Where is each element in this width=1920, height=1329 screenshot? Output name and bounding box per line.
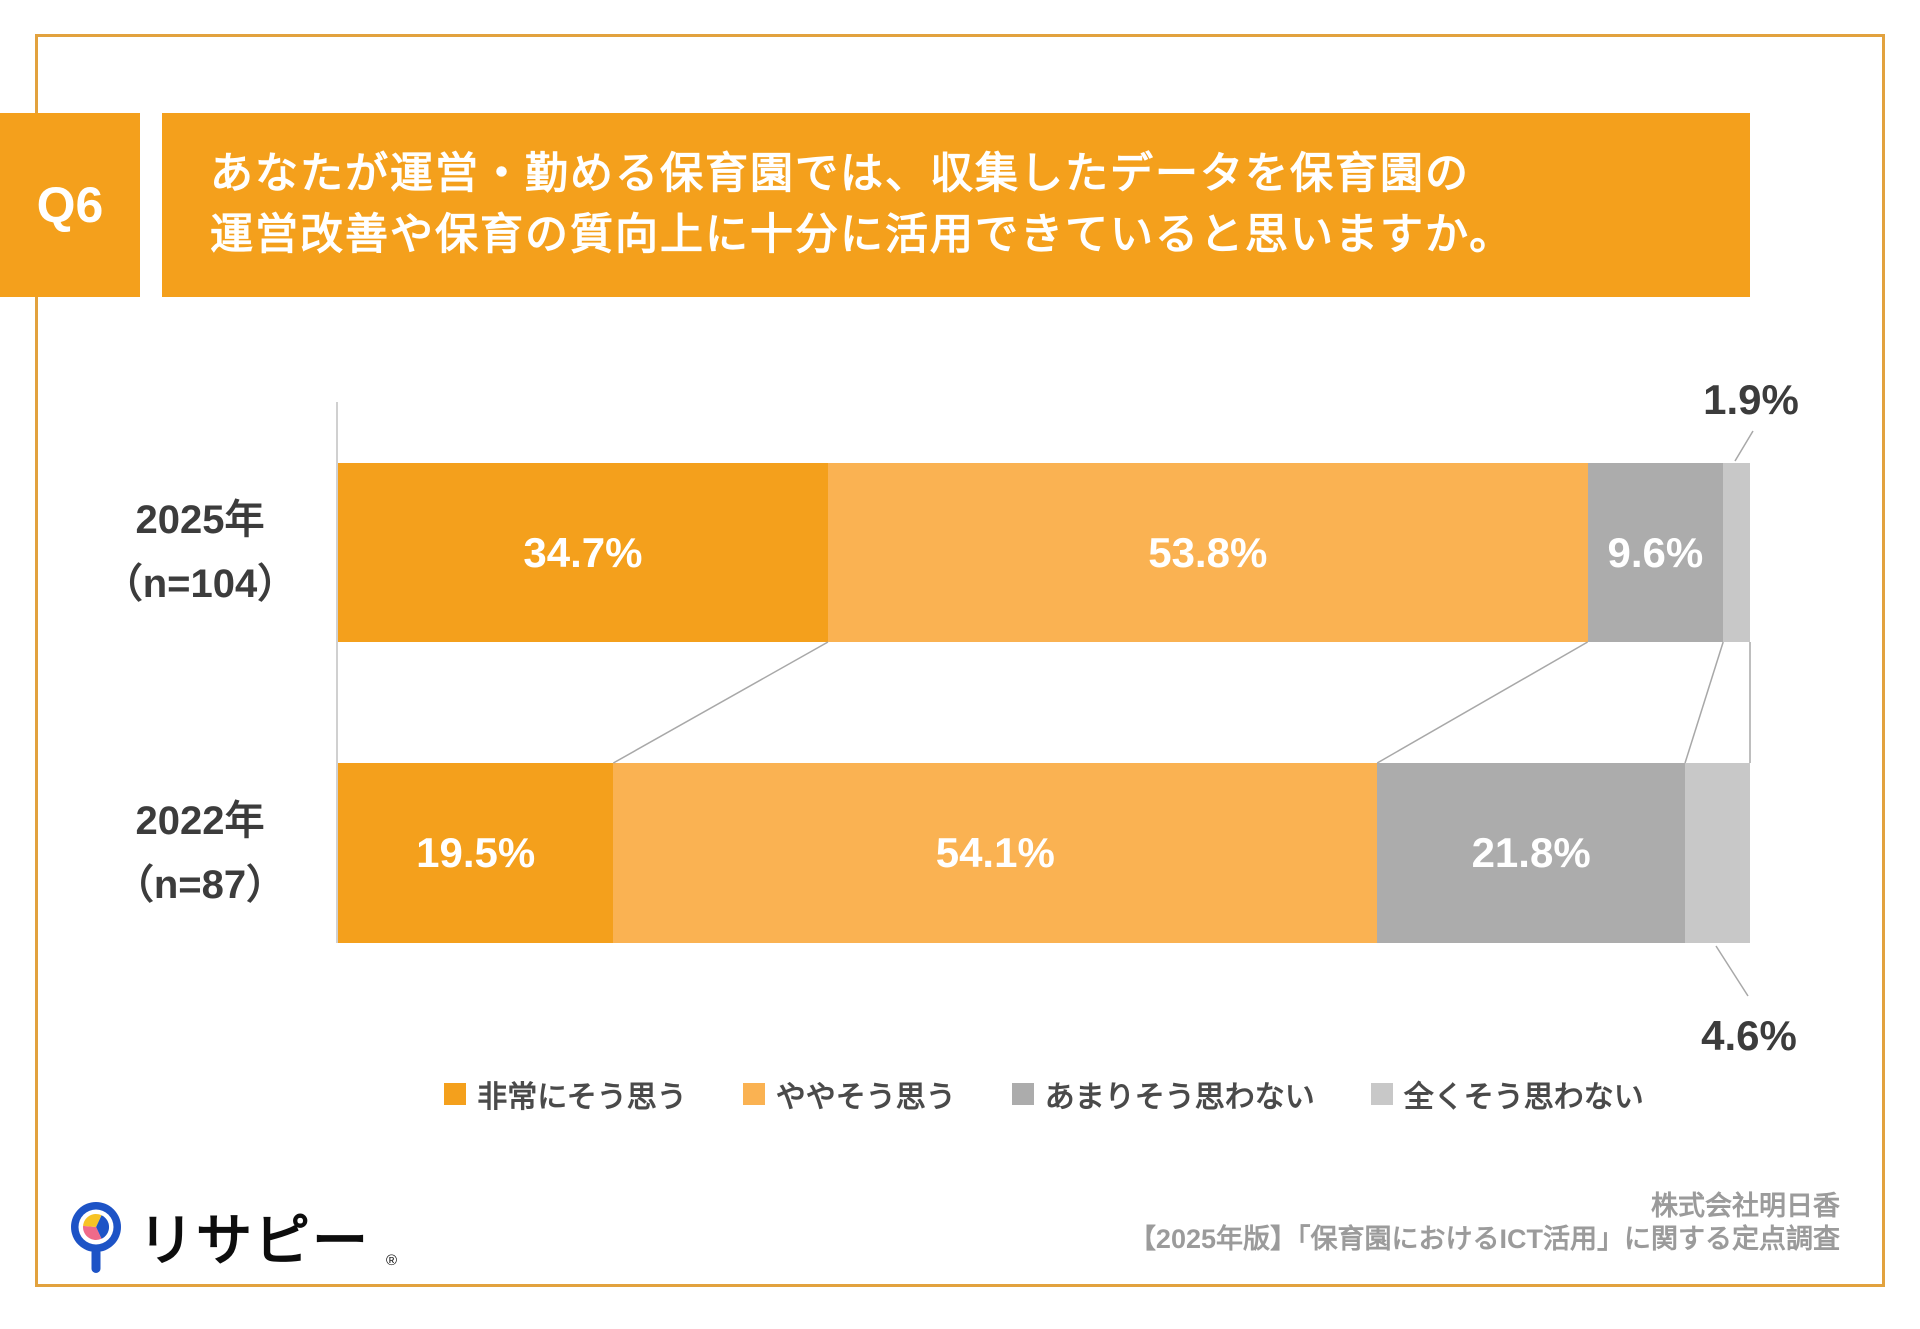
connector-line [1684, 641, 1724, 764]
bar-segment-label: 21.8% [1471, 829, 1591, 876]
connector-line [1376, 641, 1588, 764]
row-label-2025-year: 2025年 [135, 498, 265, 542]
stacked-bar-2025: 34.7% 53.8% 9.6% [338, 463, 1750, 642]
bar-segment-2025年-あまりそう思わない: 9.6% [1587, 463, 1724, 642]
logo-magnifier-pie-icon [71, 1201, 121, 1273]
bar-segment-2025年-非常にそう思う: 34.7% [338, 463, 828, 642]
legend-label: 非常にそう思う [477, 1081, 687, 1114]
row-label-2025: 2025年 （n=104） [100, 488, 300, 616]
legend-swatch [742, 1083, 765, 1105]
bar-segment-label: 53.8% [1148, 528, 1268, 576]
legend-label: 全くそう思わない [1403, 1081, 1644, 1114]
bar-segment-2022年-全くそう思わない [1685, 763, 1750, 943]
source-survey-title: 【2025年版】「保育園におけるICT活用」に関する定点調査 [1128, 1224, 1840, 1254]
source-attribution: 株式会社明日香 【2025年版】「保育園におけるICT活用」に関する定点調査 [1129, 1190, 1840, 1256]
row-label-2022: 2022年 （n=87） [100, 789, 300, 917]
legend-swatch [1370, 1083, 1393, 1105]
row-label-2022-n: （n=87） [113, 863, 287, 907]
question-number-badge: Q6 [0, 113, 140, 297]
legend-swatch [1011, 1083, 1034, 1105]
bar-segment-2022年-非常にそう思う: 19.5% [338, 763, 614, 943]
question-number: Q6 [36, 177, 104, 233]
logo-registered-mark: ® [386, 1252, 398, 1269]
connector-line [1715, 945, 1749, 997]
question-title-line-2: 運営改善や保育の質向上に十分に活用できていると思いますか。 [210, 211, 1515, 259]
connector-line [1734, 430, 1754, 462]
bar-segment-label: 9.6% [1607, 528, 1704, 576]
footer-logo: リサピー ® [70, 1196, 397, 1277]
bar-segment-2025年-全くそう思わない [1723, 463, 1750, 642]
logo-text: リサピー [138, 1209, 370, 1272]
bar-segment-label: 19.5% [416, 829, 536, 876]
source-company: 株式会社明日香 [1651, 1191, 1840, 1221]
legend-item-ややそう思う: ややそう思う [742, 1072, 956, 1116]
legend-label: ややそう思う [775, 1081, 956, 1114]
bar-segment-2025年-ややそう思う: 53.8% [827, 463, 1588, 642]
legend-item-全くそう思わない: 全くそう思わない [1370, 1072, 1644, 1116]
legend-item-あまりそう思わない: あまりそう思わない [1011, 1072, 1315, 1116]
legend-item-非常にそう思う: 非常にそう思う [444, 1072, 687, 1116]
connector-line [612, 641, 829, 764]
bar-segment-label: 34.7% [523, 528, 643, 576]
outside-label-1-9-pct: 1.9% [1703, 376, 1799, 423]
bar-segment-2022年-あまりそう思わない: 21.8% [1377, 763, 1686, 943]
question-title-line-1: あなたが運営・勤める保育園では、収集したデータを保育園の [210, 150, 1470, 198]
y-axis-line [336, 402, 338, 943]
legend-label: あまりそう思わない [1044, 1081, 1315, 1114]
row-label-2022-year: 2022年 [135, 799, 265, 843]
chart-legend: 非常にそう思う ややそう思う あまりそう思わない 全くそう思わない [168, 1072, 1920, 1116]
bar-segment-2022年-ややそう思う: 54.1% [613, 763, 1378, 943]
legend-swatch [444, 1083, 467, 1105]
question-title-banner: あなたが運営・勤める保育園では、収集したデータを保育園の 運営改善や保育の質向上… [162, 113, 1750, 297]
stacked-bar-2022: 19.5% 54.1% 21.8% [338, 763, 1750, 943]
row-label-2025-n: （n=104） [102, 562, 298, 606]
bar-segment-label: 54.1% [935, 829, 1055, 876]
outside-label-4-6-pct: 4.6% [1701, 1012, 1797, 1059]
